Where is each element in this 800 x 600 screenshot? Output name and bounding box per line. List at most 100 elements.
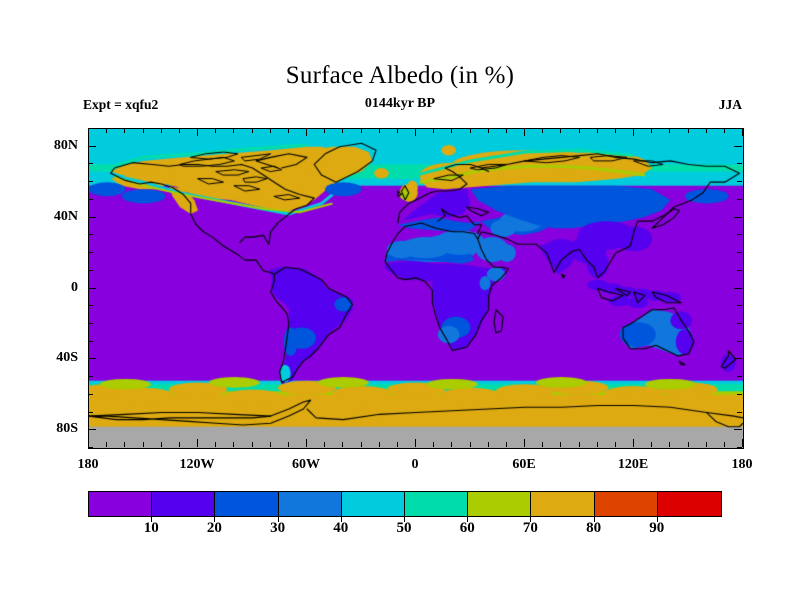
tick-y--60 xyxy=(88,394,93,395)
colorbar-tick-80 xyxy=(594,516,595,522)
tick-x-bottom-90 xyxy=(579,442,580,447)
colorbar-swatch-90 xyxy=(656,492,722,516)
tick-x-top--120 xyxy=(197,128,198,136)
colorbar-swatch-60 xyxy=(467,492,532,516)
tick-y-right-50 xyxy=(737,199,742,200)
colorbar-label-20: 20 xyxy=(206,520,222,536)
tick-x-bottom--40 xyxy=(342,442,343,447)
tick-y-right--50 xyxy=(737,376,742,377)
tick-x-bottom-30 xyxy=(470,442,471,447)
experiment-label: Expt = xqfu2 xyxy=(83,97,159,112)
tick-y-50 xyxy=(88,199,93,200)
tick-y-right-70 xyxy=(737,163,742,164)
tick-x-bottom--160 xyxy=(124,442,125,447)
colorbar-tick-20 xyxy=(214,516,215,522)
tick-x-bottom--130 xyxy=(179,442,180,447)
tick-x-bottom--150 xyxy=(143,442,144,447)
colorbar-tick-90 xyxy=(657,516,658,522)
colorbar-tick-10 xyxy=(151,516,152,522)
tick-x-bottom--10 xyxy=(397,442,398,447)
x-axis-label-6: 180 xyxy=(731,457,753,472)
colorbar-swatch-40 xyxy=(340,492,406,516)
tick-y-90 xyxy=(88,128,93,129)
tick-x-top-150 xyxy=(688,128,689,133)
tick-x-bottom-110 xyxy=(615,442,616,447)
tick-x-top--60 xyxy=(306,128,307,136)
colorbar-tick-60 xyxy=(467,516,468,522)
tick-x-top-30 xyxy=(470,128,471,133)
colorbar-label-60: 60 xyxy=(459,520,475,536)
x-axis-label-4: 60E xyxy=(512,457,536,472)
tick-y-right--80 xyxy=(734,429,742,430)
map-plot-area xyxy=(88,128,744,449)
tick-y--30 xyxy=(88,341,93,342)
tick-y-right-0 xyxy=(734,288,742,289)
tick-y-right--20 xyxy=(737,323,742,324)
tick-y-right--10 xyxy=(737,305,742,306)
tick-x-bottom-160 xyxy=(706,442,707,447)
tick-y--20 xyxy=(88,323,93,324)
tick-x-top-90 xyxy=(579,128,580,133)
tick-x-bottom--60 xyxy=(306,439,307,447)
colorbar-tick-30 xyxy=(278,516,279,522)
tick-x-bottom--170 xyxy=(106,442,107,447)
colorbar-label-90: 90 xyxy=(649,520,665,536)
colorbar-tick-40 xyxy=(341,516,342,522)
tick-x-top--110 xyxy=(215,128,216,133)
y-axis-label-1: 40N xyxy=(53,208,78,224)
tick-y-10 xyxy=(88,270,93,271)
tick-y--90 xyxy=(88,447,93,448)
tick-y--50 xyxy=(88,376,93,377)
y-axis-label-4: 80S xyxy=(56,421,78,437)
tick-x-top--10 xyxy=(397,128,398,133)
tick-x-bottom-80 xyxy=(560,442,561,447)
tick-y-30 xyxy=(88,234,93,235)
tick-x-top-140 xyxy=(669,128,670,133)
tick-x-bottom-0 xyxy=(415,439,416,447)
tick-x-top-20 xyxy=(451,128,452,133)
colorbar-label-30: 30 xyxy=(270,520,286,536)
tick-x-top--140 xyxy=(161,128,162,133)
tick-x-top--80 xyxy=(270,128,271,133)
tick-y-right--60 xyxy=(737,394,742,395)
colorbar-label-80: 80 xyxy=(586,520,602,536)
albedo-map-canvas xyxy=(89,129,743,448)
tick-x-bottom-140 xyxy=(669,442,670,447)
tick-x-top--130 xyxy=(179,128,180,133)
tick-y-40 xyxy=(88,217,96,218)
tick-y-right-80 xyxy=(734,146,742,147)
tick-x-top-130 xyxy=(651,128,652,133)
tick-x-top-100 xyxy=(597,128,598,133)
tick-y--40 xyxy=(88,358,96,359)
colorbar-label-70: 70 xyxy=(522,520,538,536)
tick-y-right-40 xyxy=(734,217,742,218)
tick-x-top--20 xyxy=(379,128,380,133)
tick-x-top--30 xyxy=(361,128,362,133)
y-axis-label-0: 80N xyxy=(53,137,78,153)
colorbar-label-40: 40 xyxy=(333,520,349,536)
tick-y-right--70 xyxy=(737,412,742,413)
tick-x-top-110 xyxy=(615,128,616,133)
tick-x-top-80 xyxy=(560,128,561,133)
tick-x-top--180 xyxy=(88,128,89,136)
tick-x-bottom--90 xyxy=(252,442,253,447)
tick-x-bottom--50 xyxy=(324,442,325,447)
colorbar-label-50: 50 xyxy=(396,520,412,536)
tick-x-bottom--70 xyxy=(288,442,289,447)
tick-x-bottom-120 xyxy=(633,439,634,447)
tick-x-top--90 xyxy=(252,128,253,133)
figure-subtitle: 0144kyr BP xyxy=(364,96,436,111)
tick-x-top--40 xyxy=(342,128,343,133)
tick-x-bottom-130 xyxy=(651,442,652,447)
season-label: JJA xyxy=(718,97,742,112)
tick-x-bottom--80 xyxy=(270,442,271,447)
page-title: Surface Albedo (in %) xyxy=(285,62,515,89)
tick-y-right-20 xyxy=(737,252,742,253)
tick-x-bottom--20 xyxy=(379,442,380,447)
tick-x-bottom-70 xyxy=(542,442,543,447)
tick-y-right--40 xyxy=(734,358,742,359)
tick-x-bottom-180 xyxy=(742,439,743,447)
tick-x-top-120 xyxy=(633,128,634,136)
x-axis-label-3: 0 xyxy=(411,457,419,472)
tick-y-20 xyxy=(88,252,93,253)
